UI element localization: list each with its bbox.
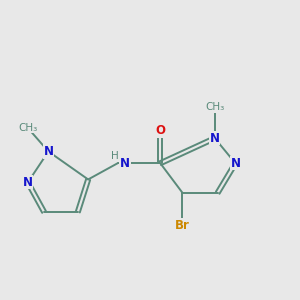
Text: O: O — [155, 124, 165, 137]
Text: H: H — [111, 151, 119, 161]
Text: N: N — [44, 145, 53, 158]
Text: N: N — [120, 157, 130, 170]
Text: Br: Br — [175, 219, 190, 232]
Text: N: N — [210, 132, 220, 145]
Text: CH₃: CH₃ — [205, 102, 224, 112]
Text: CH₃: CH₃ — [18, 123, 38, 133]
Text: N: N — [23, 176, 33, 189]
Text: N: N — [230, 157, 240, 170]
